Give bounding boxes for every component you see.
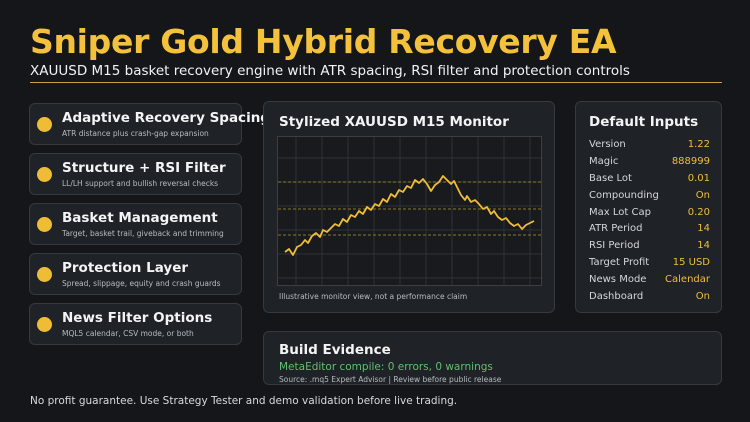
monitor-chart (277, 136, 542, 286)
input-row-atr-period: ATR Period 14 (589, 223, 710, 240)
build-source: Source: .mq5 Expert Advisor | Review bef… (279, 375, 502, 384)
build-title: Build Evidence (279, 342, 391, 358)
input-row-target-profit: Target Profit 15 USD (589, 257, 710, 274)
input-row-dashboard: Dashboard On (589, 291, 710, 308)
input-row-version: Version 1.22 (589, 139, 710, 156)
feature-description: Spread, slippage, equity and crash guard… (62, 279, 221, 288)
input-value: Calendar (665, 274, 710, 286)
input-value: On (695, 291, 710, 303)
input-key: Dashboard (589, 291, 644, 303)
input-key: Version (589, 139, 626, 150)
input-key: Target Profit (589, 257, 650, 269)
feature-title: Adaptive Recovery Spacing (62, 110, 270, 126)
title-divider (30, 82, 722, 83)
input-value: 1.22 (687, 139, 710, 150)
input-key: Compounding (589, 189, 659, 201)
feature-description: LL/LH support and bullish reversal check… (62, 179, 219, 188)
input-value: On (695, 189, 710, 201)
disclaimer-footer: No profit guarantee. Use Strategy Tester… (30, 395, 458, 407)
input-value: 14 (697, 240, 710, 252)
input-row-magic: Magic 888999 (589, 156, 710, 173)
feature-title: Structure + RSI Filter (62, 160, 226, 176)
inputs-title: Default Inputs (589, 114, 699, 130)
input-value: 888999 (671, 155, 710, 167)
input-key: ATR Period (589, 223, 643, 235)
level-lines (278, 181, 541, 236)
input-key: RSI Period (589, 240, 640, 252)
feature-card-news-filter: News Filter Options MQL5 calendar, CSV m… (29, 303, 242, 345)
page-title: Sniper Gold Hybrid Recovery EA (30, 22, 617, 61)
feature-card-basket-management: Basket Management Target, basket trail, … (29, 203, 242, 245)
input-row-base-lot: Base Lot 0.01 (589, 173, 710, 190)
input-key: Base Lot (589, 172, 632, 184)
feature-card-structure-rsi: Structure + RSI Filter LL/LH support and… (29, 153, 242, 195)
feature-title: Basket Management (62, 210, 218, 226)
inputs-list: Version 1.22 Magic 888999 Base Lot 0.01 Com… (589, 139, 710, 308)
input-value: 14 (697, 223, 710, 235)
input-row-max-lot-cap: Max Lot Cap 0.20 (589, 207, 710, 224)
input-value: 15 USD (672, 257, 710, 269)
feature-description: Target, basket trail, giveback and trimm… (62, 229, 224, 238)
feature-card-recovery-spacing: Adaptive Recovery Spacing ATR distance p… (29, 103, 270, 145)
build-evidence-panel: Build Evidence MetaEditor compile: 0 err… (263, 331, 722, 385)
price-line (284, 175, 535, 256)
bullet-dot-icon (37, 317, 52, 332)
input-key: News Mode (589, 274, 647, 286)
input-value: 0.01 (687, 172, 710, 184)
bullet-dot-icon (37, 167, 52, 182)
input-key: Magic (589, 155, 619, 167)
monitor-title: Stylized XAUUSD M15 Monitor (279, 114, 509, 130)
input-value: 0.20 (687, 206, 710, 218)
default-inputs-panel: Default Inputs Version 1.22 Magic 888999 B… (575, 101, 722, 313)
feature-description: ATR distance plus crash-gap expansion (62, 129, 209, 138)
bullet-dot-icon (37, 217, 52, 232)
bullet-dot-icon (37, 267, 52, 282)
build-status: MetaEditor compile: 0 errors, 0 warnings (279, 361, 493, 373)
monitor-panel: Stylized XAUUSD M15 Monitor I (263, 101, 555, 313)
feature-title: News Filter Options (62, 310, 213, 326)
input-row-compounding: Compounding On (589, 190, 710, 207)
feature-title: Protection Layer (62, 260, 189, 276)
feature-card-protection-layer: Protection Layer Spread, slippage, equit… (29, 253, 242, 295)
input-row-rsi-period: RSI Period 14 (589, 240, 710, 257)
monitor-caption: Illustrative monitor view, not a perform… (279, 292, 468, 301)
chart-grid (278, 137, 541, 285)
input-key: Max Lot Cap (589, 206, 651, 218)
feature-description: MQL5 calendar, CSV mode, or both (62, 329, 194, 338)
page-subtitle: XAUUSD M15 basket recovery engine with A… (30, 63, 630, 79)
bullet-dot-icon (37, 117, 52, 132)
input-row-news-mode: News Mode Calendar (589, 274, 710, 291)
chart-frame (277, 136, 542, 286)
